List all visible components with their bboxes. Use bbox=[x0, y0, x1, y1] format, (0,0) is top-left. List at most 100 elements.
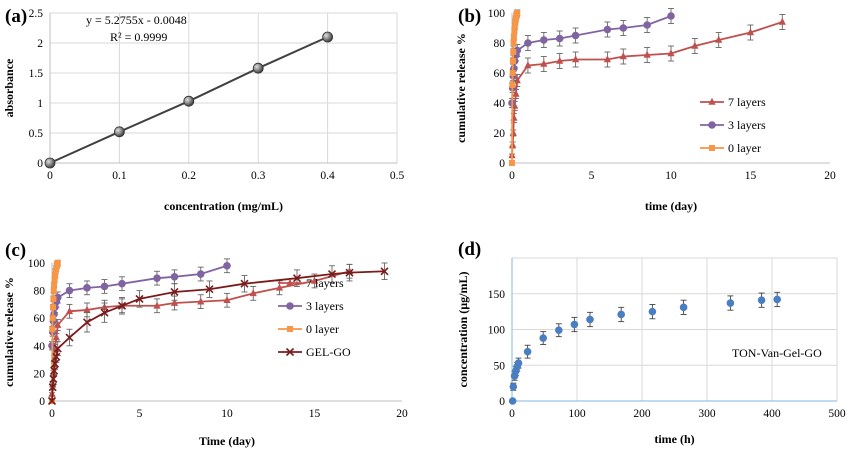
y-axis-label: absorbance bbox=[2, 58, 16, 117]
x-tick-label: 0.3 bbox=[251, 170, 266, 182]
data-point bbox=[54, 260, 61, 266]
panel-b: 0 5 10 15 20 0 20 40 60 80 100 time (day) cumulative… bbox=[454, 6, 836, 213]
x-tick-label: 0.5 bbox=[390, 170, 405, 182]
y-tick-label: 100 bbox=[488, 8, 506, 20]
data-point bbox=[52, 333, 60, 341]
data-point bbox=[773, 295, 781, 304]
x-tick-label: 10 bbox=[221, 408, 233, 420]
data-point bbox=[170, 287, 179, 297]
y-tick-label: 2.5 bbox=[29, 8, 44, 20]
data-point bbox=[524, 39, 532, 47]
data-point bbox=[50, 295, 57, 302]
data-point bbox=[539, 334, 547, 342]
data-point bbox=[571, 31, 580, 40]
data-point bbox=[511, 28, 518, 34]
x-tick-label: 0 bbox=[509, 170, 515, 182]
data-point bbox=[117, 301, 127, 310]
data-point bbox=[223, 296, 231, 304]
annotation: y = 5.2755x - 0.0048 bbox=[86, 13, 187, 27]
data-point bbox=[509, 58, 516, 64]
data-point bbox=[65, 307, 74, 315]
x-tick-label: 300 bbox=[698, 408, 716, 420]
legend: 7 layers 3 layers 0 layer bbox=[700, 95, 766, 155]
x-tick-label: 15 bbox=[309, 408, 321, 420]
data-point bbox=[586, 315, 594, 324]
data-point bbox=[509, 382, 518, 391]
panel-label: (d) bbox=[458, 239, 481, 260]
data-point bbox=[83, 305, 91, 313]
panel-label: (b) bbox=[458, 6, 481, 27]
panel-a: 0 0.1 0.2 0.3 0.4 0.5 0 0.5 1 1.5 2 2.5 concentratio… bbox=[2, 6, 404, 213]
data-point bbox=[715, 35, 723, 43]
data-point bbox=[523, 347, 532, 356]
data-point bbox=[51, 276, 58, 283]
legend-label: 0 layer bbox=[306, 322, 339, 336]
data-point bbox=[643, 21, 651, 29]
data-point bbox=[52, 272, 59, 279]
panel-d: 0 100 200 300 400 500 0 50 100 150 time (h) concent… bbox=[456, 239, 846, 446]
data-point bbox=[512, 89, 520, 97]
data-point bbox=[555, 326, 563, 335]
data-point bbox=[44, 157, 56, 169]
legend-label: GEL-GO bbox=[306, 345, 351, 359]
data-point bbox=[170, 273, 179, 281]
data-point bbox=[48, 383, 57, 392]
data-point bbox=[51, 282, 58, 289]
data-point bbox=[252, 62, 264, 74]
data-point bbox=[240, 279, 249, 288]
y-tick-label: 0 bbox=[39, 396, 45, 408]
series-ton-van-gel-go bbox=[508, 291, 781, 405]
data-point bbox=[205, 285, 214, 294]
data-point bbox=[327, 269, 337, 279]
x-tick-label: 5 bbox=[137, 408, 143, 420]
data-point bbox=[50, 287, 57, 294]
panel-c: 0 5 10 15 20 0 20 40 60 80 100 Time (day) cumulative… bbox=[2, 240, 408, 448]
x-tick-label: 15 bbox=[745, 170, 757, 182]
data-point bbox=[555, 34, 564, 43]
legend-marker bbox=[708, 97, 716, 105]
y-tick-label: 40 bbox=[494, 98, 506, 110]
legend-marker bbox=[708, 121, 716, 129]
data-point bbox=[511, 23, 518, 30]
data-point bbox=[183, 95, 195, 107]
x-tick-label: 200 bbox=[633, 408, 651, 420]
data-point bbox=[524, 61, 532, 69]
data-point bbox=[667, 49, 675, 57]
panel-label: (a) bbox=[5, 6, 27, 27]
y-tick-label: 20 bbox=[494, 128, 506, 140]
data-point bbox=[509, 70, 516, 76]
data-point bbox=[50, 359, 60, 368]
x-axis-label: time (h) bbox=[654, 432, 694, 446]
series-gel-go bbox=[47, 262, 389, 406]
legend-marker bbox=[285, 347, 295, 357]
data-point bbox=[196, 270, 205, 278]
data-point bbox=[679, 303, 688, 312]
x-tick-label: 0 bbox=[509, 408, 515, 420]
data-point bbox=[153, 301, 161, 309]
y-tick-label: 2 bbox=[37, 38, 43, 50]
data-point bbox=[54, 320, 62, 328]
legend-item: 7 layers bbox=[278, 276, 344, 290]
y-tick-label: 0.5 bbox=[29, 128, 44, 140]
legend-item: 3 layers bbox=[700, 118, 766, 132]
legend-label: 0 layer bbox=[728, 141, 761, 155]
data-point bbox=[603, 25, 612, 34]
y-tick-label: 50 bbox=[494, 360, 506, 372]
data-point bbox=[643, 50, 651, 58]
data-point bbox=[572, 55, 580, 63]
series-line bbox=[511, 21, 783, 156]
x-tick-label: 0.1 bbox=[112, 170, 127, 182]
legend-item: 0 layer bbox=[278, 322, 339, 336]
legend-label: 3 layers bbox=[306, 299, 344, 313]
data-point bbox=[514, 359, 523, 367]
legend-marker bbox=[286, 278, 294, 286]
data-point bbox=[510, 34, 517, 40]
data-point bbox=[118, 279, 126, 288]
y-axis-label: cumulative release % bbox=[2, 277, 16, 387]
data-point bbox=[570, 320, 579, 329]
y-tick-label: 100 bbox=[28, 258, 46, 270]
data-point bbox=[292, 274, 302, 283]
data-point bbox=[509, 82, 516, 88]
series-0 bbox=[44, 31, 334, 169]
